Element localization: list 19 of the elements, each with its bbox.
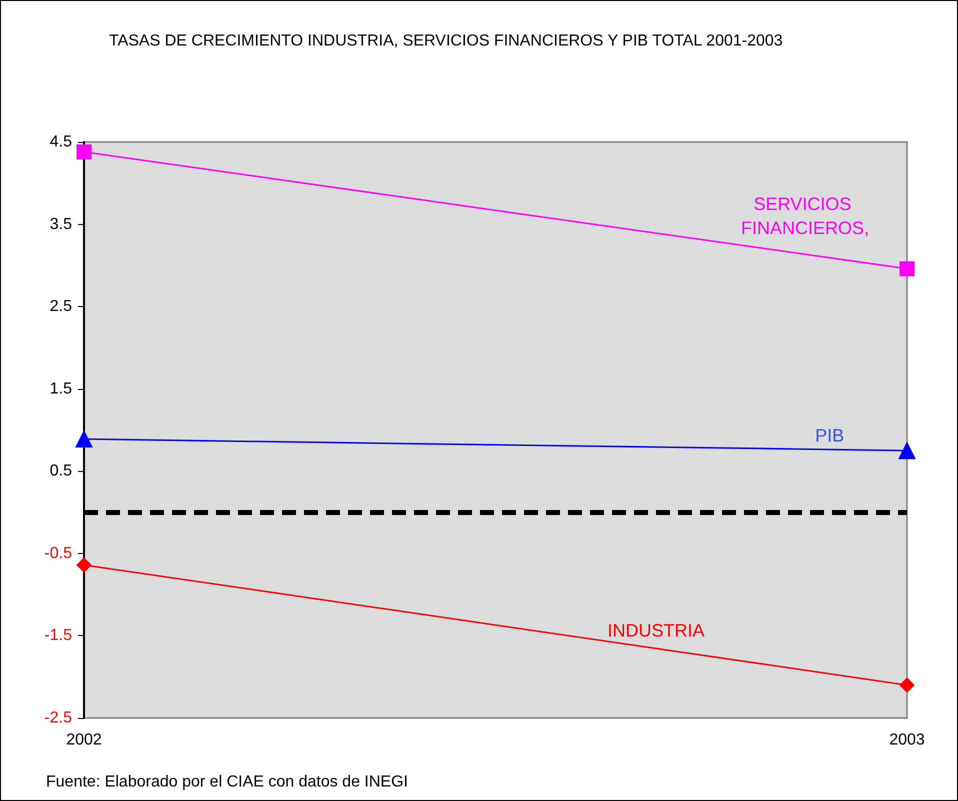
point	[76, 144, 92, 160]
y-tick-label: -0.5	[44, 544, 72, 562]
series-label: INDUSTRIA	[607, 620, 704, 640]
y-tick-label: -1.5	[44, 627, 72, 644]
chart-title: TASAS DE CRECIMIENTO INDUSTRIA, SERVICIOS FINANCIEROS Y PIB TOTAL 2001-2003	[109, 32, 783, 50]
point	[76, 557, 92, 572]
y-tick-label: 4.5	[50, 134, 72, 150]
x-tick-label: 2003	[889, 732, 925, 748]
point	[900, 678, 914, 693]
point	[900, 261, 914, 276]
y-tick-label: 3.5	[50, 216, 72, 233]
series-label: SERVICIOS FINANCIEROS,	[740, 194, 869, 238]
y-tick-label: 1.5	[50, 380, 72, 398]
y-tick-label: 0.5	[50, 462, 72, 480]
series-label: PIB	[815, 425, 844, 446]
source-note: Fuente: Elaborado por el CIAE con datos de INEGI	[46, 774, 408, 790]
y-tick-label: -2.5	[44, 710, 72, 726]
y-tick-label: 2.5	[50, 298, 72, 316]
x-tick-label: 2002	[66, 732, 102, 748]
